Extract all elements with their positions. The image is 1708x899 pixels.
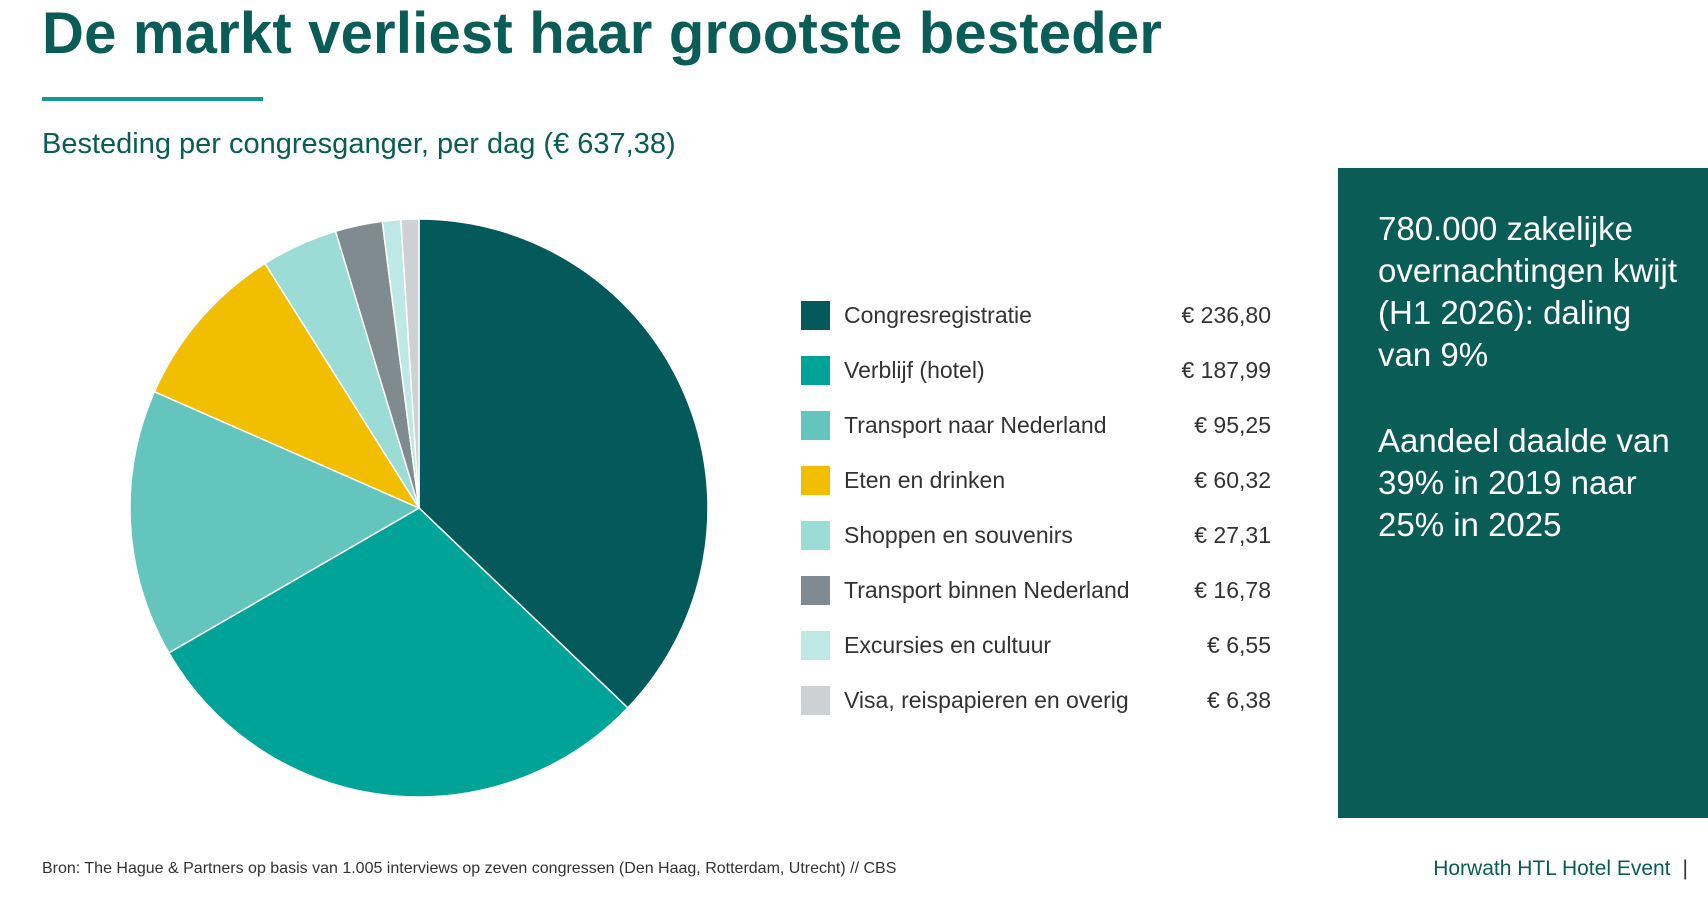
legend-label: Shoppen en souvenirs	[844, 522, 1073, 548]
legend-item: Transport naar Nederland € 95,25	[801, 410, 1271, 465]
title-accent-rule	[42, 97, 263, 101]
legend-swatch	[801, 466, 830, 495]
legend-value: € 16,78	[1194, 577, 1271, 603]
legend-swatch	[801, 521, 830, 550]
legend-swatch	[801, 301, 830, 330]
legend-item: Verblijf (hotel) € 187,99	[801, 355, 1271, 410]
legend-swatch	[801, 631, 830, 660]
legend-value: € 6,38	[1207, 687, 1271, 713]
legend-swatch	[801, 411, 830, 440]
chart-subtitle: Besteding per congresganger, per dag (€ …	[42, 128, 676, 160]
legend-value: € 6,55	[1207, 632, 1271, 658]
legend-value: € 95,25	[1194, 412, 1271, 438]
pie-slice	[153, 262, 421, 510]
legend-item: Transport binnen Nederland € 16,78	[801, 575, 1271, 630]
legend-value: € 187,99	[1181, 357, 1271, 383]
legend-swatch	[801, 356, 830, 385]
pie-slice	[418, 218, 709, 709]
legend-value: € 236,80	[1181, 302, 1271, 328]
legend-item: Shoppen en souvenirs € 27,31	[801, 520, 1271, 575]
brand-separator: |	[1682, 857, 1688, 880]
legend-value: € 27,31	[1194, 522, 1271, 548]
legend-swatch	[801, 576, 830, 605]
legend-label: Excursies en cultuur	[844, 632, 1052, 658]
pie-slice	[129, 390, 421, 654]
brand-footer: Horwath HTL Hotel Event |	[1433, 857, 1688, 881]
legend-label: Transport naar Nederland	[844, 412, 1107, 438]
legend-item: Congresregistratie € 236,80	[801, 300, 1271, 355]
legend-item: Eten en drinken € 60,32	[801, 465, 1271, 520]
legend-label: Transport binnen Nederland	[844, 577, 1130, 603]
legend-label: Eten en drinken	[844, 467, 1006, 493]
chart-legend: Congresregistratie € 236,80 Verblijf (ho…	[801, 300, 1271, 740]
legend-label: Congresregistratie	[844, 302, 1032, 328]
legend-label: Verblijf (hotel)	[844, 357, 985, 383]
legend-swatch	[801, 686, 830, 715]
key-facts-panel: 780.000 zakelijke overnachtingen kwijt (…	[1338, 168, 1708, 818]
legend-item: Visa, reispapieren en overig € 6,38	[801, 685, 1271, 740]
legend-label: Visa, reispapieren en overig	[844, 687, 1129, 713]
panel-fact-share: Aandeel daalde van 39% in 2019 naar 25% …	[1378, 422, 1670, 543]
panel-fact-overnights: 780.000 zakelijke overnachtingen kwijt (…	[1378, 210, 1677, 373]
page-title: De markt verliest haar grootste besteder	[42, 1, 1163, 66]
legend-item: Excursies en cultuur € 6,55	[801, 630, 1271, 685]
legend-value: € 60,32	[1194, 467, 1271, 493]
pie-chart	[129, 218, 709, 798]
pie-slice	[400, 218, 420, 509]
source-note: Bron: The Hague & Partners op basis van …	[42, 860, 897, 877]
brand-name: Horwath HTL Hotel Event	[1433, 857, 1671, 880]
pie-slice	[167, 507, 629, 798]
